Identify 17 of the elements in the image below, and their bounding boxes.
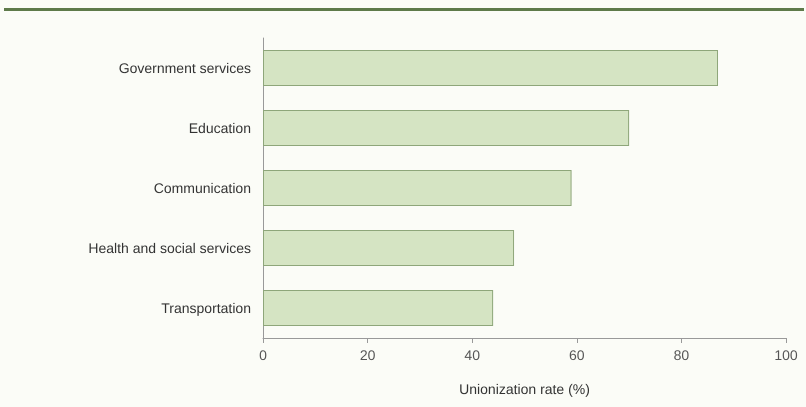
bar: [263, 110, 630, 146]
bar: [263, 230, 514, 266]
x-tick-label: 0: [259, 347, 268, 363]
bar: [263, 290, 494, 326]
x-tick-label: 100: [774, 347, 798, 363]
x-tick-label: 40: [464, 347, 480, 363]
y-tick-label: Health and social services: [88, 240, 251, 256]
x-tick-label: 20: [360, 347, 376, 363]
bar: [263, 170, 572, 206]
y-tick-label: Government services: [118, 60, 251, 76]
x-tick-label: 60: [569, 347, 585, 363]
x-axis-title: Unionization rate (%): [459, 381, 590, 397]
y-tick-label: Transportation: [161, 300, 251, 316]
x-tick-label: 80: [674, 347, 690, 363]
bar: [263, 50, 718, 86]
y-tick-label: Communication: [154, 180, 251, 196]
y-tick-label: Education: [188, 120, 251, 136]
